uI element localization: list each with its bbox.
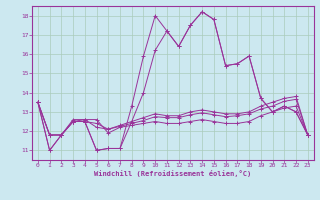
X-axis label: Windchill (Refroidissement éolien,°C): Windchill (Refroidissement éolien,°C) xyxy=(94,170,252,177)
